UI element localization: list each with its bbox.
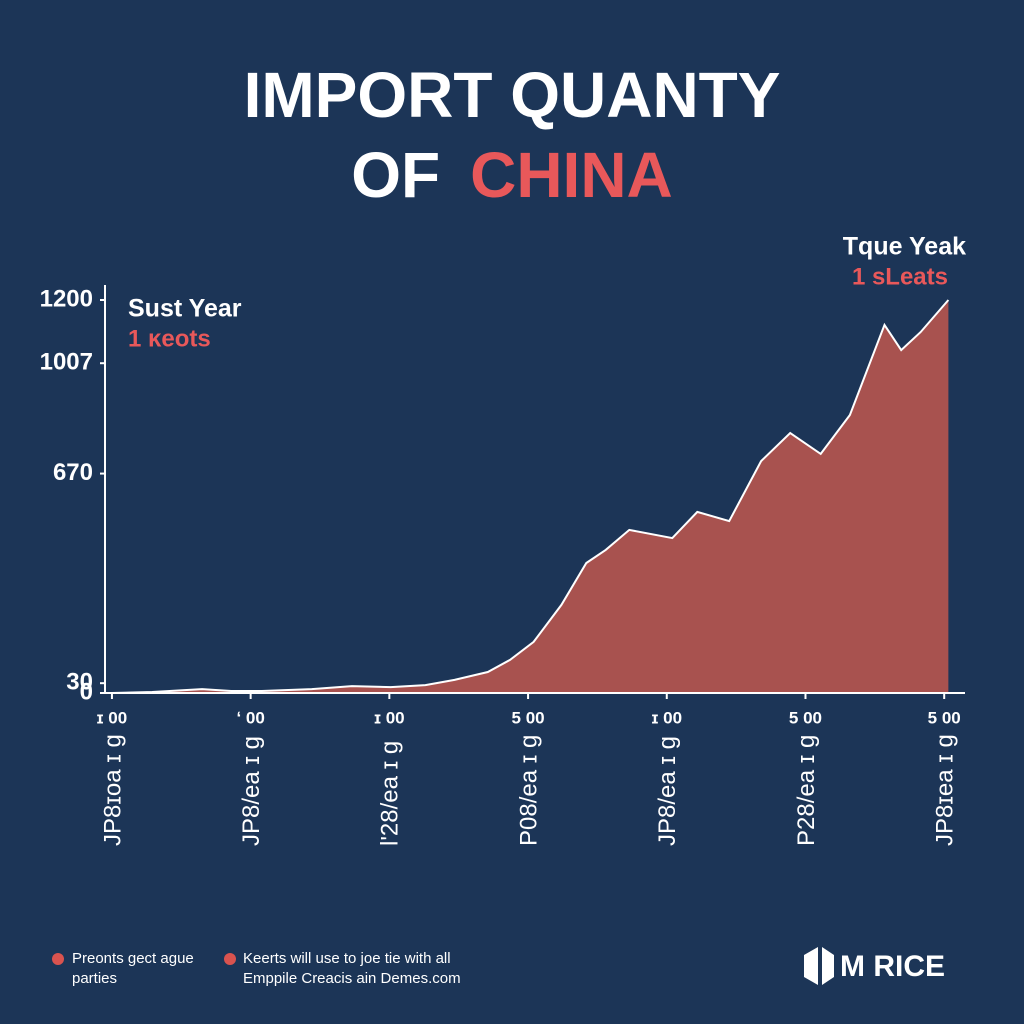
x-tick-top-label: ɪ 00	[97, 708, 128, 727]
annotation-text: 1 ĸeots	[128, 325, 211, 352]
x-tick-top-label: 5 00	[512, 708, 545, 727]
x-tick-top-label: ʻ 00	[236, 708, 264, 727]
y-tick-label: 0	[80, 678, 93, 705]
plot: 030 670 1007 1200 ɪ 00 JP8ɪoa ɪ g ʻ 00 JP8/ea ɪ…	[40, 285, 965, 846]
x-tick-label: JP8ɪoa ɪ g	[99, 734, 126, 846]
title-part: CHINA	[470, 139, 673, 211]
footer-bullet	[224, 953, 236, 965]
annotation-title: Sust Year	[128, 295, 242, 323]
y-tick-label: 670	[53, 459, 93, 486]
chart-title-line: OF CHINA	[351, 139, 673, 211]
footer-text: Emppile Creacis ain Demes.com	[243, 970, 461, 987]
annotation-title: Tque Yeak	[843, 233, 966, 261]
y-tick-label: 1007	[40, 349, 93, 376]
footer-text: Keerts will use to joe tie with all	[243, 950, 451, 967]
area	[111, 300, 949, 693]
logo-icon	[804, 947, 834, 985]
footer-bullet	[52, 953, 64, 965]
area-line	[111, 299, 950, 694]
x-tick-top-label: 5 00	[789, 708, 822, 727]
footer-text: Preonts gect ague	[72, 950, 194, 967]
footer-text: parties	[72, 970, 117, 987]
x-tick-top-label: ɪ 00	[652, 708, 683, 727]
title-part: OF	[351, 139, 440, 211]
x-tick-label: JP8/ea ɪ g	[238, 736, 265, 846]
logo: M RICE	[840, 950, 945, 983]
annotation-text: 1 sLeats	[852, 263, 948, 290]
x-tick-label: P08/ea ɪ g	[515, 735, 542, 846]
chart-title: IMPORT QUANTY	[244, 59, 781, 131]
x-tick-top-label: 5 00	[928, 708, 961, 727]
x-tick-label: Ɩ'28/ea ɪ g	[377, 741, 404, 846]
x-tick-top-label: ɪ 00	[374, 708, 405, 727]
y-tick-label: 1200	[40, 285, 93, 312]
x-tick-label: JP8ɪea ɪ g	[932, 734, 959, 846]
x-tick-label: JP8/ea ɪ g	[654, 736, 681, 846]
x-tick-label: P28/ea ɪ g	[793, 735, 820, 846]
y-tick-label: 30	[66, 669, 93, 696]
